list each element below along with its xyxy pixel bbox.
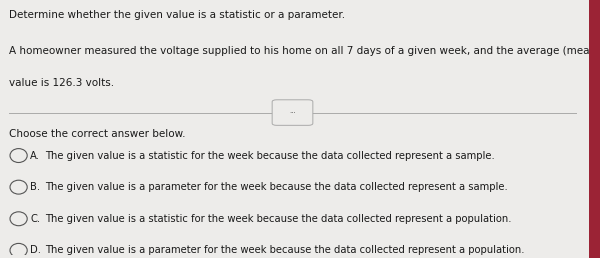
Text: The given value is a statistic for the week because the data collected represent: The given value is a statistic for the w… [45,151,495,160]
Text: B.: B. [30,182,40,192]
Text: value is 126.3 volts.: value is 126.3 volts. [9,78,114,88]
FancyBboxPatch shape [272,100,313,125]
Text: ...: ... [289,108,296,114]
Text: The given value is a statistic for the week because the data collected represent: The given value is a statistic for the w… [45,214,511,224]
Text: Determine whether the given value is a statistic or a parameter.: Determine whether the given value is a s… [9,10,345,20]
Text: A.: A. [30,151,40,160]
Text: The given value is a parameter for the week because the data collected represent: The given value is a parameter for the w… [45,245,524,255]
Text: Choose the correct answer below.: Choose the correct answer below. [9,129,185,139]
Text: D.: D. [30,245,41,255]
Text: C.: C. [30,214,40,224]
Text: A homeowner measured the voltage supplied to his home on all 7 days of a given w: A homeowner measured the voltage supplie… [9,46,600,55]
Text: The given value is a parameter for the week because the data collected represent: The given value is a parameter for the w… [45,182,508,192]
